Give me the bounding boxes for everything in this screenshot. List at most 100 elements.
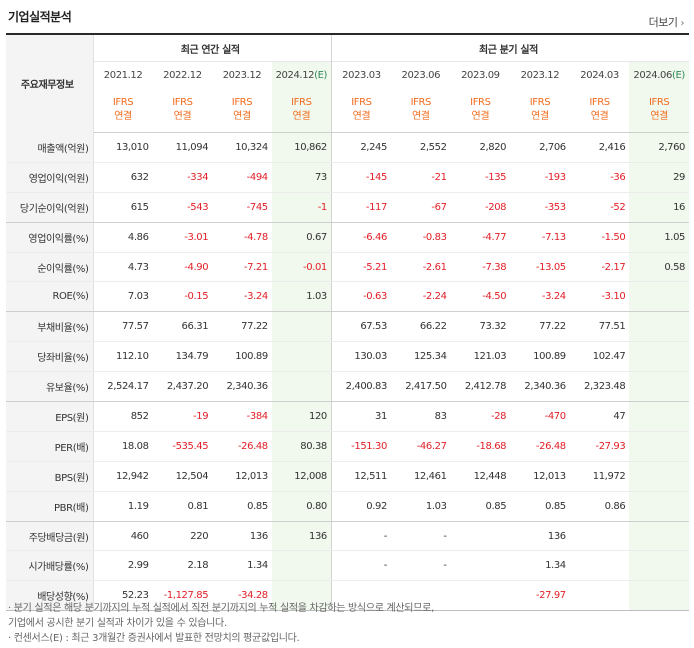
- table-cell: -27.97: [510, 580, 570, 612]
- table-cell: 73: [271, 162, 332, 193]
- table-cell: [629, 341, 689, 373]
- accounting-standard: IFRS 연결: [510, 88, 570, 133]
- annual-group-header: 최근 연간 실적: [180, 44, 240, 56]
- table-cell: -2.24: [390, 281, 451, 313]
- estimate-mark: (E): [671, 69, 685, 81]
- table-cell: -7.21: [212, 252, 272, 283]
- table-cell: 2.99: [93, 550, 153, 582]
- period-date: 2023.03: [342, 69, 381, 81]
- table-cell: -27.93: [569, 431, 630, 462]
- table-cell: -1,127.85: [152, 580, 213, 612]
- row-label: 영업이익(억원): [6, 162, 94, 193]
- financial-table-body: 매출액(억원) 13,010 11,094 10,324 10,862 2,245 2,55…: [6, 132, 689, 612]
- table-cell: 0.92: [330, 491, 391, 522]
- table-cell: [629, 521, 689, 552]
- period-header: 2023.12: [212, 61, 272, 88]
- table-cell: 120: [271, 401, 332, 432]
- table-cell: -353: [510, 192, 570, 223]
- table-cell: 136: [212, 521, 272, 552]
- table-cell: 12,008: [271, 461, 332, 492]
- table-cell: [569, 580, 630, 612]
- period-date: 2023.06: [401, 69, 441, 81]
- table-cell: [450, 580, 511, 612]
- table-cell: 2,400.83: [330, 371, 391, 403]
- table-cell: 220: [152, 521, 213, 552]
- row-label: 부채비율(%): [6, 311, 94, 343]
- row-label: 시가배당률(%): [6, 550, 94, 582]
- table-cell: 47: [569, 401, 630, 432]
- period-date: 2022.12: [163, 69, 202, 81]
- table-cell: [629, 311, 689, 343]
- table-cell: -2.17: [569, 252, 630, 283]
- table-cell: -3.01: [152, 222, 213, 253]
- table-cell: -26.48: [510, 431, 570, 462]
- more-label: 더보기: [648, 16, 678, 29]
- table-cell: 13,010: [93, 132, 153, 163]
- table-cell: 77.57: [93, 311, 153, 343]
- table-row: PBR(배) 1.19 0.81 0.85 0.80 0.92 1.03 0.85 0.85 0.…: [6, 491, 689, 522]
- table-cell: -0.01: [271, 252, 332, 283]
- consolidated-label: 연결: [471, 111, 490, 122]
- table-cell: 134.79: [152, 341, 213, 373]
- table-cell: 2,323.48: [569, 371, 630, 403]
- period-header: 2024.12(E): [271, 61, 332, 88]
- table-cell: 1.19: [93, 491, 153, 522]
- table-cell: 10,862: [271, 132, 332, 163]
- period-header: 2024.03: [569, 61, 630, 88]
- section-title: 기업실적분석: [8, 10, 72, 24]
- table-cell: 2,412.78: [450, 371, 511, 403]
- period-date: 2024.06: [633, 69, 672, 81]
- ifrs-label: IFRS: [112, 97, 134, 108]
- table-cell: -535.45: [152, 431, 213, 462]
- table-row: 순이익률(%) 4.73 -4.90 -7.21 -0.01 -5.21 -2.61 -7.3…: [6, 252, 689, 283]
- table-cell: 125.34: [390, 341, 451, 373]
- table-cell: -745: [212, 192, 272, 223]
- table-cell: -208: [450, 192, 511, 223]
- ifrs-label: IFRS: [589, 97, 610, 108]
- table-cell: 12,461: [390, 461, 451, 492]
- ifrs-label: IFRS: [410, 97, 432, 108]
- table-cell: 136: [510, 521, 570, 552]
- table-cell: -34.28: [212, 580, 272, 612]
- table-cell: -135: [450, 162, 511, 193]
- table-cell: -19: [152, 401, 213, 432]
- table-cell: 83: [390, 401, 451, 432]
- accounting-standard: IFRS 연결: [569, 88, 630, 133]
- table-cell: 73.32: [450, 311, 511, 343]
- table-cell: 67.53: [330, 311, 391, 343]
- row-label: 영업이익률(%): [6, 222, 94, 253]
- accounting-standard: IFRS 연결: [152, 88, 213, 133]
- table-cell: -4.78: [212, 222, 272, 253]
- table-cell: 112.10: [93, 341, 153, 373]
- table-cell: -0.63: [330, 281, 391, 313]
- row-label: EPS(원): [6, 401, 94, 432]
- footnotes: · 분기 실적은 해당 분기까지의 누적 실적에서 직전 분기까지의 누적 실적…: [8, 601, 434, 646]
- table-row: ROE(%) 7.03 -0.15 -3.24 1.03 -0.63 -2.24 -4.50-…: [6, 281, 689, 313]
- table-cell: 1.05: [629, 222, 689, 253]
- table-cell: 0.81: [152, 491, 213, 522]
- table-cell: [450, 521, 511, 552]
- table-row: 배당성향(%) 52.23 -1,127.85 -34.28 -27.97: [6, 580, 689, 612]
- table-cell: -5.21: [330, 252, 391, 283]
- table-cell: -67: [390, 192, 451, 223]
- table-cell: 12,013: [212, 461, 272, 492]
- table-cell: 460: [93, 521, 153, 552]
- table-cell: [569, 550, 630, 582]
- group-header-row: 주요재무정보 최근 연간 실적 최근 분기 실적: [6, 34, 689, 133]
- table-cell: [629, 431, 689, 462]
- table-cell: -543: [152, 192, 213, 223]
- table-cell: -0.15: [152, 281, 213, 313]
- table-cell: 77.22: [212, 311, 272, 343]
- ifrs-label: IFRS: [172, 97, 193, 108]
- more-link[interactable]: 더보기 ›: [648, 14, 685, 30]
- period-header: 2023.12: [510, 61, 570, 88]
- table-cell: -28: [450, 401, 511, 432]
- table-cell: -52: [569, 192, 630, 223]
- table-row: 영업이익(억원) 632 -334 -494 73 -145 -21 -135 -193 -36 2…: [6, 162, 689, 193]
- table-cell: -7.38: [450, 252, 511, 283]
- ifrs-header-row: IFRS 연결 IFRS 연결 IFRS 연결 IFRS 연결 IFRS 연결 IFRS 연결 IFRS…: [6, 88, 689, 133]
- consolidated-label: 연결: [531, 111, 549, 122]
- accounting-standard: IFRS 연결: [93, 88, 153, 133]
- row-label: PER(배): [6, 431, 94, 462]
- ifrs-label: IFRS: [291, 97, 312, 108]
